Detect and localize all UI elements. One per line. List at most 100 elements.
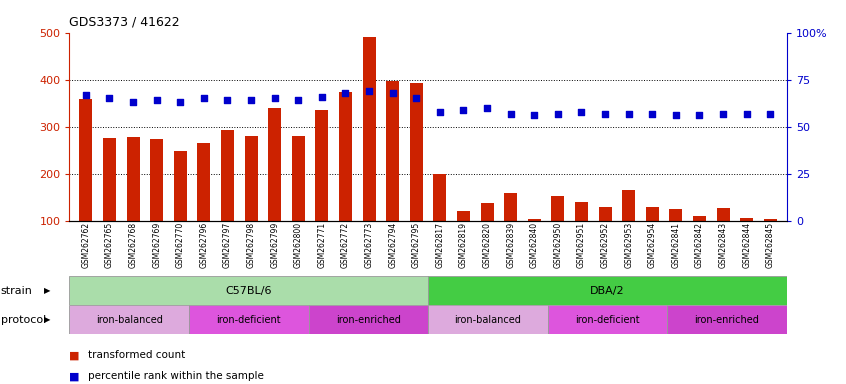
Text: GSM262768: GSM262768 — [129, 222, 138, 268]
Bar — [173, 151, 187, 221]
Point — [763, 111, 777, 117]
Point — [197, 95, 211, 101]
Text: GSM262772: GSM262772 — [341, 222, 350, 268]
Bar — [552, 196, 564, 221]
Point — [268, 95, 282, 101]
Bar — [667, 305, 787, 334]
Text: GSM262954: GSM262954 — [648, 222, 656, 268]
Text: GSM262796: GSM262796 — [200, 222, 208, 268]
Bar — [528, 219, 541, 221]
Bar — [481, 203, 493, 221]
Bar — [316, 110, 328, 221]
Text: protocol: protocol — [1, 314, 46, 325]
Text: ▶: ▶ — [44, 315, 51, 324]
Point — [598, 111, 612, 117]
Text: iron-enriched: iron-enriched — [336, 314, 401, 325]
Bar — [428, 276, 787, 305]
Point — [126, 99, 140, 105]
Point — [645, 111, 659, 117]
Point — [669, 113, 683, 119]
Text: iron-balanced: iron-balanced — [96, 314, 162, 325]
Point — [386, 90, 399, 96]
Text: GSM262951: GSM262951 — [577, 222, 586, 268]
Bar — [292, 136, 305, 221]
Bar — [433, 174, 447, 221]
Bar — [363, 37, 376, 221]
Text: GSM262845: GSM262845 — [766, 222, 775, 268]
Point — [292, 97, 305, 103]
Text: transformed count: transformed count — [88, 350, 185, 360]
Text: GSM262840: GSM262840 — [530, 222, 539, 268]
Bar — [409, 83, 423, 221]
Text: GSM262800: GSM262800 — [294, 222, 303, 268]
Bar — [693, 216, 706, 221]
Point — [102, 95, 116, 101]
Point — [433, 109, 447, 115]
Bar — [80, 99, 92, 221]
Text: GSM262799: GSM262799 — [270, 222, 279, 268]
Point — [717, 111, 730, 117]
Text: GSM262794: GSM262794 — [388, 222, 397, 268]
Text: iron-balanced: iron-balanced — [454, 314, 521, 325]
Text: GSM262839: GSM262839 — [506, 222, 515, 268]
Point — [362, 88, 376, 94]
Bar — [103, 138, 116, 221]
Text: GSM262842: GSM262842 — [695, 222, 704, 268]
Bar — [189, 305, 309, 334]
Bar — [504, 193, 517, 221]
Bar — [127, 137, 140, 221]
Bar — [244, 136, 257, 221]
Bar — [309, 305, 428, 334]
Bar — [575, 202, 588, 221]
Point — [740, 111, 754, 117]
Point — [574, 109, 588, 115]
Bar — [740, 218, 753, 221]
Point — [481, 105, 494, 111]
Bar — [645, 207, 659, 221]
Point — [504, 111, 518, 117]
Bar — [339, 93, 352, 221]
Bar — [69, 276, 428, 305]
Point — [315, 94, 328, 100]
Text: GSM262773: GSM262773 — [365, 222, 374, 268]
Text: GSM262841: GSM262841 — [672, 222, 680, 268]
Bar — [547, 305, 667, 334]
Text: GSM262765: GSM262765 — [105, 222, 114, 268]
Text: iron-deficient: iron-deficient — [575, 314, 640, 325]
Point — [244, 97, 258, 103]
Bar — [151, 139, 163, 221]
Text: GSM262953: GSM262953 — [624, 222, 633, 268]
Bar — [622, 190, 635, 221]
Text: C57BL/6: C57BL/6 — [226, 286, 272, 296]
Text: GDS3373 / 41622: GDS3373 / 41622 — [69, 16, 180, 29]
Point — [338, 90, 352, 96]
Point — [80, 92, 93, 98]
Text: GSM262798: GSM262798 — [246, 222, 255, 268]
Text: GSM262795: GSM262795 — [412, 222, 420, 268]
Text: GSM262771: GSM262771 — [317, 222, 327, 268]
Text: GSM262769: GSM262769 — [152, 222, 162, 268]
Text: ■: ■ — [69, 371, 80, 381]
Text: strain: strain — [1, 286, 33, 296]
Bar — [457, 211, 470, 221]
Bar — [764, 219, 777, 221]
Text: iron-deficient: iron-deficient — [217, 314, 281, 325]
Bar — [386, 81, 399, 221]
Bar — [599, 207, 612, 221]
Text: GSM262797: GSM262797 — [223, 222, 232, 268]
Text: GSM262762: GSM262762 — [81, 222, 91, 268]
Point — [551, 111, 564, 117]
Text: ▶: ▶ — [44, 286, 51, 295]
Bar — [197, 143, 211, 221]
Text: GSM262843: GSM262843 — [718, 222, 728, 268]
Bar — [669, 209, 683, 221]
Text: GSM262952: GSM262952 — [601, 222, 610, 268]
Bar — [221, 130, 234, 221]
Point — [409, 95, 423, 101]
Point — [528, 113, 541, 119]
Point — [150, 97, 163, 103]
Bar — [69, 305, 189, 334]
Point — [221, 97, 234, 103]
Text: GSM262820: GSM262820 — [482, 222, 492, 268]
Text: ■: ■ — [69, 350, 80, 360]
